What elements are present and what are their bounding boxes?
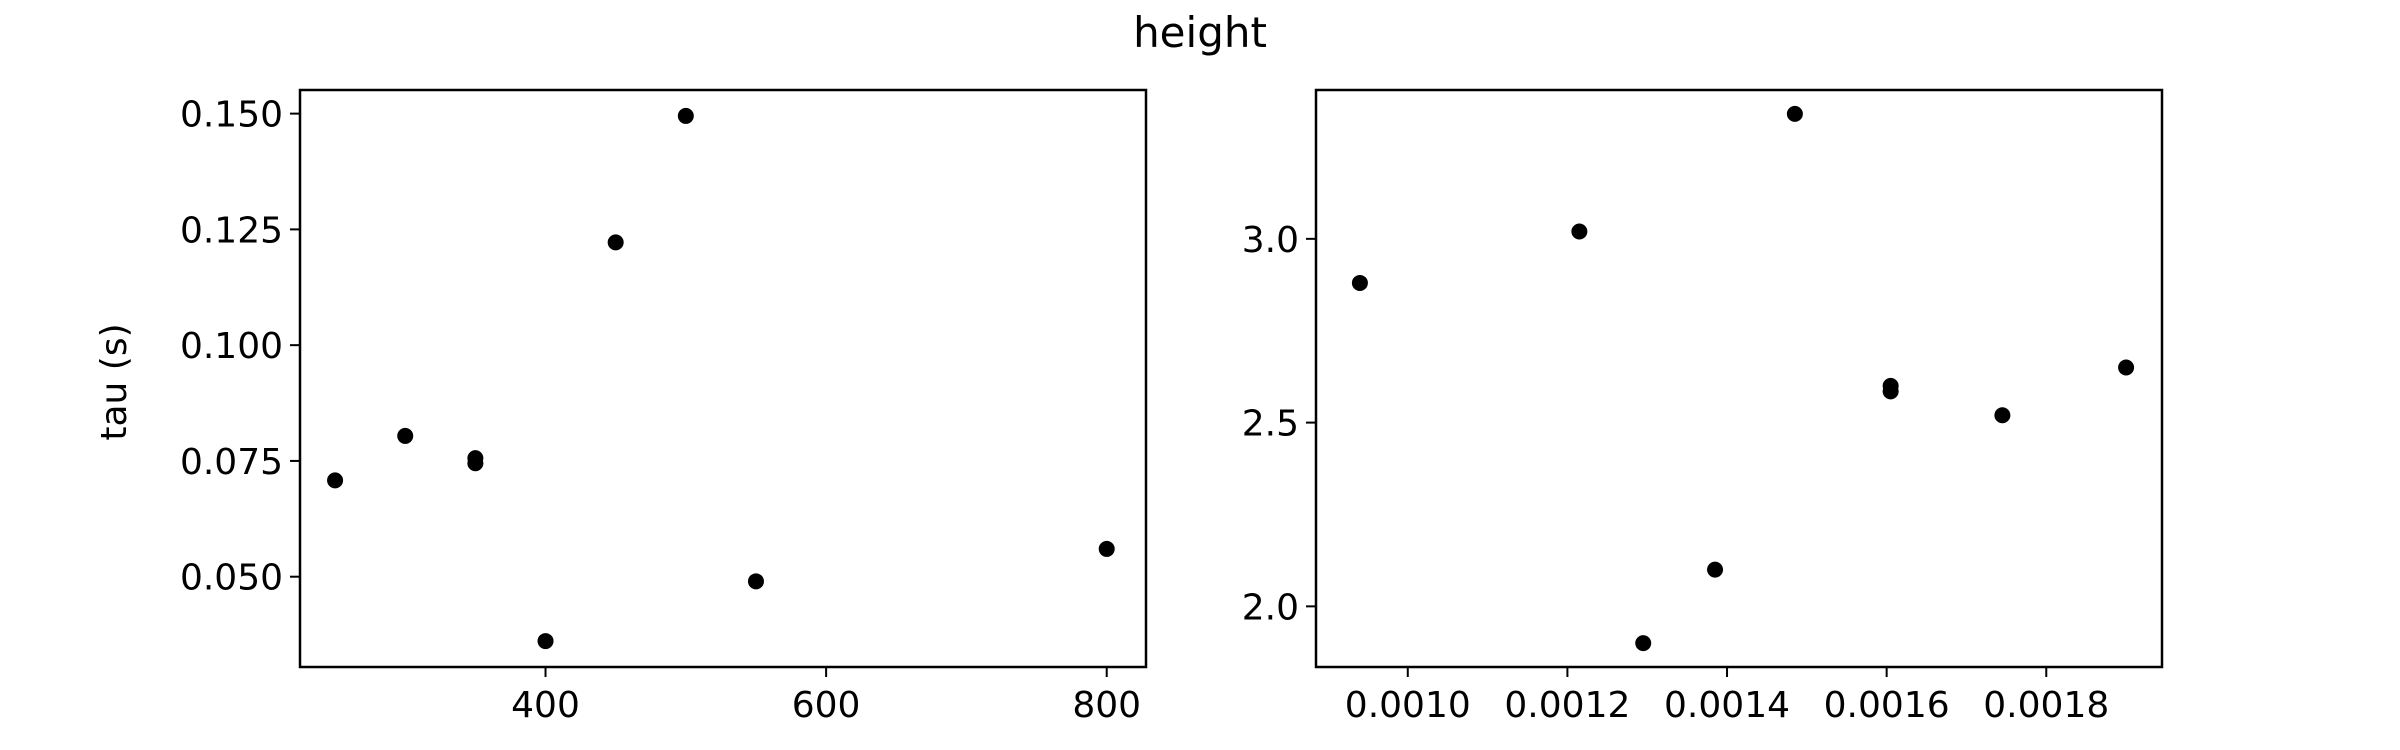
right-data-point xyxy=(1707,561,1724,578)
left-data-point xyxy=(467,455,484,472)
right-data-point xyxy=(1351,274,1368,291)
left-data-point xyxy=(677,107,694,124)
right-data-point xyxy=(1635,635,1652,652)
right-plot-frame xyxy=(1314,88,2164,669)
left-y-tick-label: 0.150 xyxy=(180,95,283,136)
left-scatter-panel: tau (s) 400 600 800 0.050 0.075 0.100 0.125 0.1… xyxy=(94,88,1148,726)
left-data-point xyxy=(537,633,554,650)
left-data-point xyxy=(747,573,764,590)
right-y-tick-label: 2.5 xyxy=(1242,404,1299,445)
right-x-tick-label: 0.0014 xyxy=(1664,685,1790,726)
right-y-tick-label: 2.0 xyxy=(1242,587,1299,628)
left-y-tick-label: 0.100 xyxy=(180,326,283,367)
left-x-tick-label: 800 xyxy=(1072,685,1141,726)
right-scatter-panel: 0.0010 0.0012 0.0014 0.0016 0.0018 2.0 2.5 3.0 xyxy=(1242,88,2164,726)
left-data-point xyxy=(327,472,344,489)
left-y-tick-label: 0.050 xyxy=(180,558,283,599)
left-x-tick-label: 400 xyxy=(511,685,580,726)
right-y-tick-label: 3.0 xyxy=(1242,220,1299,261)
left-y-axis-label: tau (s) xyxy=(94,323,135,440)
left-data-point xyxy=(607,234,624,251)
right-x-tick-label: 0.0016 xyxy=(1824,685,1950,726)
right-data-point xyxy=(1786,105,1803,122)
left-x-tick-label: 600 xyxy=(792,685,861,726)
left-y-tick-label: 0.125 xyxy=(180,210,283,251)
right-x-tick-label: 0.0018 xyxy=(1983,685,2109,726)
right-data-point xyxy=(1882,383,1899,400)
right-data-point xyxy=(1994,407,2011,424)
right-x-tick-label: 0.0010 xyxy=(1345,685,1471,726)
left-data-point xyxy=(397,427,414,444)
figure-title: height xyxy=(1133,8,1267,57)
left-data-point xyxy=(1098,540,1115,557)
right-data-point xyxy=(2118,359,2135,376)
left-plot-frame xyxy=(298,88,1148,669)
right-x-tick-label: 0.0012 xyxy=(1504,685,1630,726)
left-y-tick-label: 0.075 xyxy=(180,442,283,483)
right-data-point xyxy=(1571,223,1588,240)
